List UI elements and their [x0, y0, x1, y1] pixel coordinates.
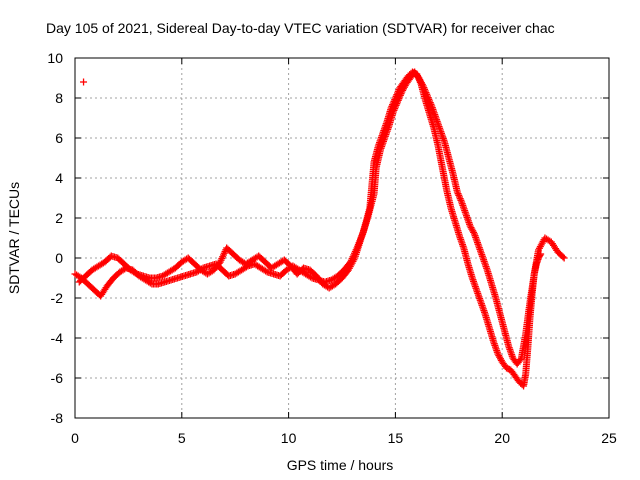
data-point — [455, 191, 463, 199]
data-point — [395, 95, 403, 103]
data-point — [425, 95, 433, 103]
outlier-point — [80, 78, 88, 86]
data-point — [457, 196, 465, 204]
x-axis-label: GPS time / hours — [287, 457, 394, 473]
y-axis-label: SDTVAR / TECUs — [6, 182, 22, 294]
data-point — [396, 91, 404, 99]
y-tick-label: 8 — [55, 90, 63, 106]
data-point — [262, 267, 270, 275]
data-point — [424, 94, 432, 102]
data-point — [423, 92, 431, 100]
data-point — [455, 193, 463, 201]
x-tick-label: 10 — [281, 430, 297, 446]
chart-title: Day 105 of 2021, Sidereal Day-to-day VTE… — [46, 20, 555, 36]
data-point — [306, 273, 314, 281]
y-tick-labels: -8 -6 -4 -2 0 2 4 6 8 10 — [47, 50, 63, 426]
x-tick-label: 15 — [388, 430, 404, 446]
data-point — [456, 195, 464, 203]
data-point — [418, 80, 426, 88]
x-tick-label: 5 — [178, 430, 186, 446]
data-point — [390, 106, 398, 114]
data-point — [421, 85, 429, 93]
data-point — [392, 101, 400, 109]
data-point — [422, 89, 430, 97]
data-point — [559, 253, 567, 261]
y-tick-label: -4 — [51, 330, 64, 346]
data-point — [427, 100, 435, 108]
data-point — [426, 97, 434, 105]
x-tick-label: 0 — [71, 430, 79, 446]
y-tick-label: 4 — [55, 170, 63, 186]
data-points — [71, 68, 568, 390]
data-point — [131, 269, 139, 277]
data-point — [391, 105, 399, 113]
y-tick-label: 6 — [55, 130, 63, 146]
grid-lines — [75, 58, 609, 418]
data-point — [560, 254, 568, 262]
data-point — [426, 99, 434, 107]
x-tick-labels: 0 5 10 15 20 25 — [71, 430, 617, 446]
y-tick-label: 2 — [55, 210, 63, 226]
data-point — [394, 96, 402, 104]
data-point — [393, 100, 401, 108]
data-point — [396, 93, 404, 101]
data-point — [454, 190, 462, 198]
data-point — [420, 84, 428, 92]
x-tick-label: 25 — [601, 430, 617, 446]
y-tick-label: -6 — [51, 370, 64, 386]
plot-frame — [74, 57, 610, 419]
data-point — [391, 103, 399, 111]
data-point — [397, 90, 405, 98]
y-tick-label: 10 — [47, 50, 63, 66]
data-point — [389, 108, 397, 116]
y-tick-label: -8 — [51, 410, 64, 426]
y-tick-label: 0 — [55, 250, 63, 266]
data-point — [419, 82, 427, 90]
data-point — [453, 188, 461, 196]
data-point — [423, 90, 431, 98]
y-tick-label: -2 — [51, 290, 64, 306]
data-point — [516, 356, 524, 363]
data-point — [421, 87, 429, 95]
data-point — [470, 228, 478, 236]
data-point — [394, 98, 402, 106]
x-tick-label: 20 — [494, 430, 510, 446]
axis-ticks — [74, 57, 610, 419]
